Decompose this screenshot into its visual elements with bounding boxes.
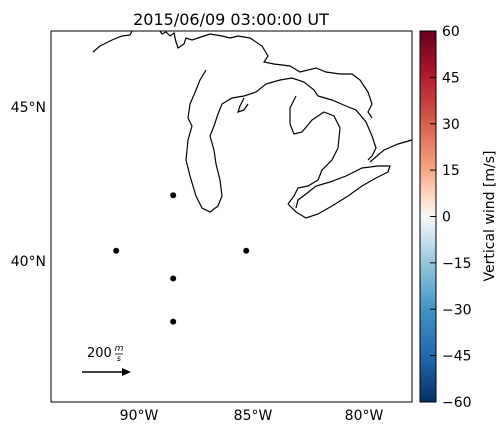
map-frame: [50, 30, 413, 403]
chart-title: 2015/06/09 03:00:00 UT: [133, 10, 329, 29]
lake-superior-shore: [92, 30, 373, 119]
colorbar-tick-label-1: 45: [442, 70, 460, 86]
scale-arrow-unit-num: m: [115, 344, 124, 354]
colorbar-tick-label-7: −45: [442, 349, 472, 365]
colorbar-tick-label-8: −60: [442, 395, 472, 411]
station-marker-4: [170, 275, 177, 282]
map-panel: 45°N 40°N 90°W 85°W 80°W 200 m s: [11, 30, 413, 424]
scale-arrow-unit-den: s: [117, 354, 121, 363]
lon-label-90w: 90°W: [120, 408, 159, 424]
scale-arrow-head: [122, 368, 131, 376]
lake-erie-shore: [287, 165, 391, 219]
colorbar: 60 45 30 15 0 −15 −30 −45 −60 Vertical wind [m/s…: [419, 24, 498, 411]
colorbar-tick-label-2: 30: [442, 117, 460, 133]
lake-michigan-shore: [185, 69, 319, 213]
colorbar-tick-label-3: 15: [442, 163, 460, 179]
lake-huron-shore: [287, 95, 341, 205]
scale-arrow: 200 m s: [82, 344, 131, 376]
georgian-bay-shore: [317, 95, 413, 163]
lat-label-40: 40°N: [11, 254, 46, 270]
station-markers: [113, 192, 250, 325]
colorbar-tick-label-4: 0: [442, 210, 451, 226]
scale-arrow-value: 200: [87, 346, 112, 361]
colorbar-ticks: 60 45 30 15 0 −15 −30 −45 −60: [430, 24, 472, 411]
colorbar-tick-label-6: −30: [442, 302, 472, 318]
station-marker-3: [243, 247, 250, 254]
colorbar-tick-label-5: −15: [442, 256, 472, 272]
colorbar-label: Vertical wind [m/s]: [482, 151, 498, 282]
station-marker-1: [170, 192, 177, 199]
coastlines: [92, 30, 413, 219]
colorbar-tick-label-0: 60: [442, 24, 460, 40]
station-marker-2: [113, 247, 120, 254]
lon-label-80w: 80°W: [345, 408, 384, 424]
station-marker-5: [170, 318, 177, 325]
lon-label-85w: 85°W: [234, 408, 273, 424]
lat-label-45: 45°N: [11, 100, 46, 116]
